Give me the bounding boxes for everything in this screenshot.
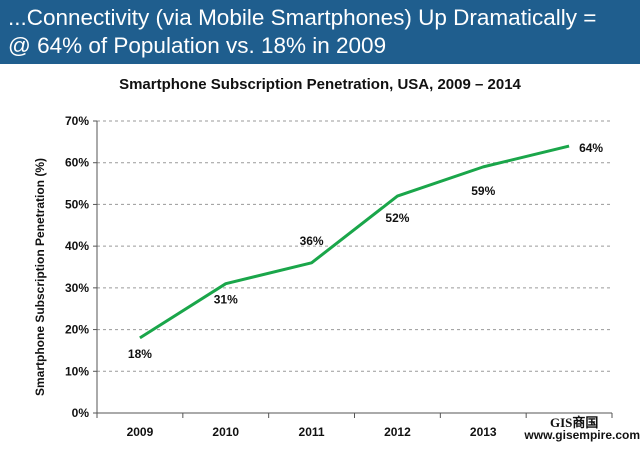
series-line: [139, 144, 570, 340]
slide-title: ...Connectivity (via Mobile Smartphones)…: [8, 4, 636, 60]
y-tick-label: 10%: [65, 364, 89, 378]
watermark-logo: GIS商国: [550, 415, 599, 430]
y-tick-label: 30%: [65, 281, 89, 295]
y-tick-label: 60%: [65, 156, 89, 170]
data-label: 36%: [300, 234, 324, 248]
y-tick-label: 40%: [65, 239, 89, 253]
x-tick-label: 2012: [384, 425, 411, 439]
y-tick-label: 20%: [65, 323, 89, 337]
slide-title-line-2: @ 64% of Population vs. 18% in 2009: [8, 33, 387, 58]
watermark-url: www.gisempire.com: [524, 428, 640, 442]
x-tick-label: 2013: [470, 425, 497, 439]
gridlines: [97, 120, 612, 372]
data-labels: 18% 31% 36% 52% 59% 64%: [128, 141, 604, 361]
y-tick-label: 50%: [65, 197, 89, 211]
data-label: 18%: [128, 347, 152, 361]
slide-title-line-1: ...Connectivity (via Mobile Smartphones)…: [8, 5, 597, 30]
y-tick-label: 70%: [65, 114, 89, 128]
y-tick-label: 0%: [72, 406, 90, 420]
data-label: 64%: [579, 141, 603, 155]
series: [139, 144, 570, 340]
data-label: 31%: [214, 293, 238, 307]
data-label: 59%: [471, 184, 495, 198]
header-banner: ...Connectivity (via Mobile Smartphones)…: [0, 0, 640, 64]
x-tick-label: 2010: [212, 425, 239, 439]
x-tick-label: 2011: [299, 425, 325, 439]
chart-title: Smartphone Subscription Penetration, USA…: [119, 76, 521, 93]
data-label: 52%: [385, 211, 409, 225]
axes: 0% 10% 20% 30% 40% 50% 60% 70% 2009 2010 2011 2012 2…: [65, 114, 613, 439]
x-tick-label: 2009: [127, 425, 154, 439]
